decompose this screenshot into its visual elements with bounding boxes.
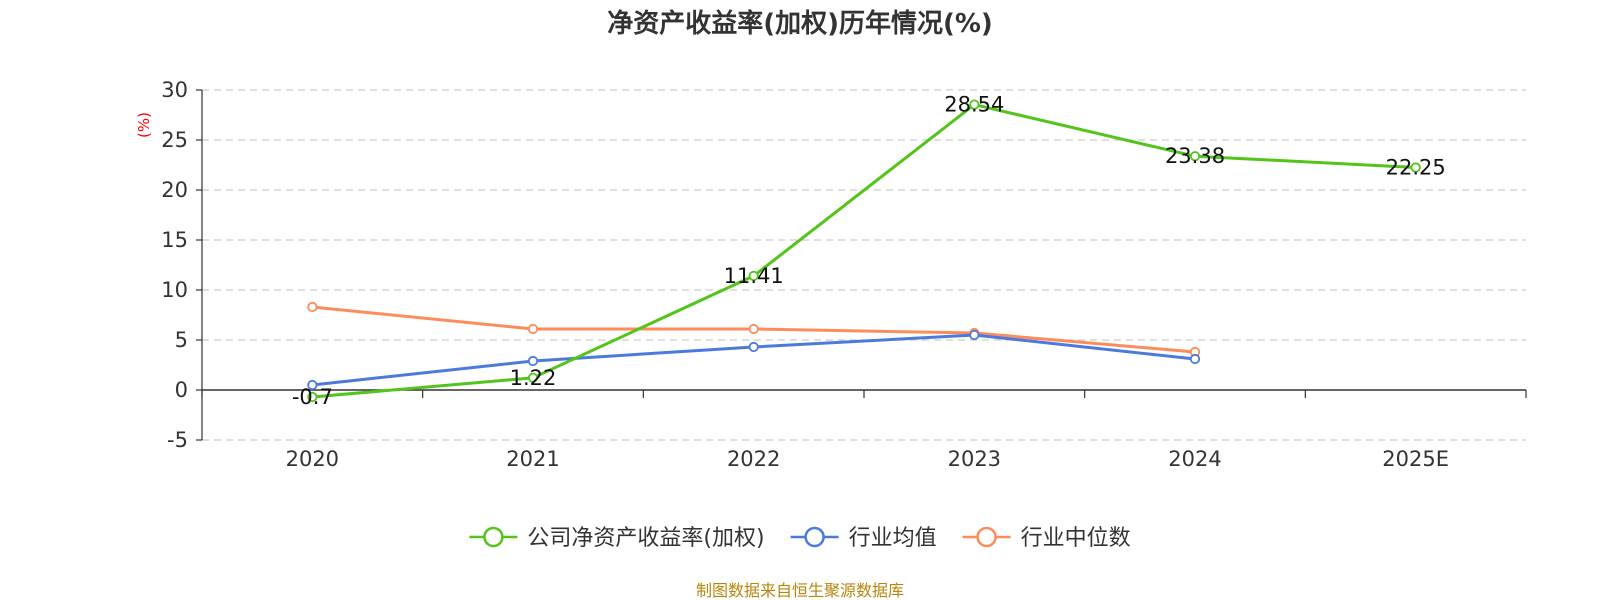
data-point[interactable]	[527, 323, 539, 335]
x-tick-label: 2023	[948, 447, 1001, 471]
axes: 30 25 20 15 10 5 0 -5 2020 2021 2022 2023 2024 2025E	[161, 78, 1527, 471]
y-tick-label: 10	[161, 278, 188, 302]
data-point[interactable]	[527, 372, 539, 383]
legend[interactable]: 公司净资产收益率(加权) 行业均值 行业中位数	[469, 526, 1131, 551]
y-tick-label: 20	[161, 178, 188, 202]
legend-item[interactable]: 公司净资产收益率(加权)	[469, 526, 765, 551]
data-point[interactable]	[1189, 353, 1201, 365]
grid-lines	[202, 89, 1526, 441]
legend-marker-icon	[976, 526, 997, 548]
y-tick-label: 25	[161, 128, 188, 152]
y-tick-label: 5	[175, 328, 188, 352]
data-label: 23.38	[1165, 144, 1225, 168]
legend-marker-icon	[804, 526, 825, 548]
data-point[interactable]	[969, 99, 980, 110]
data-labels: -0.7 1.22 11.41 28.54 23.38 22.25	[292, 93, 1446, 409]
legend-label: 公司净资产收益率(加权)	[527, 526, 764, 551]
legend-marker-icon	[483, 526, 504, 548]
data-point[interactable]	[748, 323, 759, 335]
data-point[interactable]	[307, 301, 318, 313]
x-tick-label: 2025E	[1382, 447, 1449, 471]
x-tick-label: 2020	[286, 447, 339, 471]
data-point[interactable]	[748, 341, 759, 353]
y-tick-label: 15	[161, 228, 188, 252]
data-point[interactable]	[1189, 151, 1201, 162]
data-label: 11.41	[724, 264, 784, 288]
data-label: 28.54	[944, 93, 1004, 117]
data-point[interactable]	[527, 355, 539, 367]
data-label: 22.25	[1386, 156, 1446, 180]
legend-item[interactable]: 行业中位数	[962, 526, 1131, 551]
data-point[interactable]	[748, 270, 759, 281]
data-point[interactable]	[969, 329, 980, 341]
y-tick-label: -5	[167, 428, 188, 452]
x-tick-label: 2022	[727, 447, 780, 471]
data-point[interactable]	[307, 391, 318, 403]
series-lines	[307, 99, 1421, 403]
data-label: -0.7	[292, 385, 333, 409]
data-label: 1.22	[510, 366, 557, 390]
legend-item[interactable]: 行业均值	[790, 526, 937, 551]
y-tick-label: 0	[175, 378, 188, 402]
chart-title: 净资产收益率(加权)历年情况(%)	[607, 8, 993, 39]
source-note: 制图数据来自恒生聚源数据库	[696, 581, 904, 600]
y-axis-label: (%)	[135, 112, 153, 138]
legend-label: 行业中位数	[1021, 526, 1131, 551]
x-tick-label: 2024	[1168, 447, 1221, 471]
series-line-0	[312, 103, 1416, 399]
legend-label: 行业均值	[849, 526, 937, 551]
x-tick-label: 2021	[506, 447, 559, 471]
data-point[interactable]	[307, 379, 318, 391]
data-point[interactable]	[1410, 162, 1421, 173]
y-tick-label: 30	[161, 78, 188, 102]
